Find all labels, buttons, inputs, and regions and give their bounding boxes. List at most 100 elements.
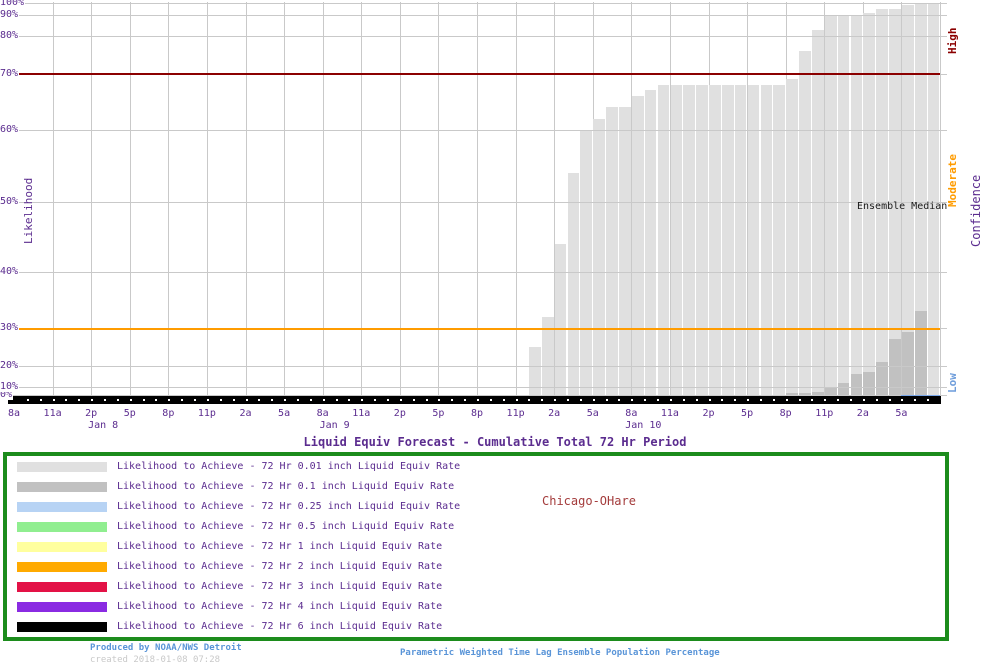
- footer-produced-by: Produced by NOAA/NWS Detroit: [90, 643, 242, 653]
- axis-hour-tick: [605, 399, 608, 401]
- bar-dark: [914, 311, 927, 396]
- bar-light: [593, 118, 605, 396]
- x-date-label: Jan 9: [319, 420, 350, 431]
- axis-hour-tick: [785, 399, 788, 401]
- vertical-gridline: [747, 2, 749, 396]
- legend-swatch: [17, 482, 107, 492]
- x-tick-label: 11a: [43, 408, 62, 419]
- axis-hour-tick: [875, 399, 878, 401]
- vertical-gridline: [592, 2, 594, 396]
- x-tick-label: 2p: [393, 408, 406, 419]
- y-tick-label: 70%: [0, 67, 20, 79]
- chart-title: Liquid Equiv Forecast - Cumulative Total…: [303, 435, 687, 449]
- axis-hour-tick: [129, 399, 132, 401]
- x-tick-label: 8a: [7, 408, 21, 419]
- axis-hour-tick: [155, 399, 158, 401]
- bar-light: [786, 79, 798, 396]
- vertical-gridline: [322, 2, 324, 396]
- reference-line: [10, 327, 940, 330]
- legend-item-label: Likelihood to Achieve - 72 Hr 3 inch Liq…: [117, 581, 443, 592]
- axis-hour-tick: [592, 399, 595, 401]
- axis-hour-tick: [26, 399, 29, 401]
- bar-light: [799, 51, 811, 396]
- legend-item-label: Likelihood to Achieve - 72 Hr 1 inch Liq…: [117, 541, 443, 552]
- axis-hour-tick: [734, 399, 737, 401]
- legend-swatch: [17, 502, 107, 512]
- axis-hour-tick: [554, 399, 557, 401]
- axis-hour-tick: [644, 399, 647, 401]
- bar-light: [631, 96, 644, 396]
- legend-item-label: Likelihood to Achieve - 72 Hr 0.1 inch L…: [117, 481, 455, 492]
- x-tick-label: 2p: [702, 408, 715, 419]
- bar-light: [606, 107, 618, 396]
- vertical-gridline: [785, 2, 787, 396]
- x-tick-label: 2a: [239, 408, 252, 419]
- axis-hour-tick: [271, 399, 274, 401]
- axis-hour-tick: [451, 399, 454, 401]
- bar-dark: [811, 392, 824, 396]
- ensemble-median-annotation: Ensemble Median: [857, 201, 948, 212]
- axis-hour-tick: [65, 399, 68, 401]
- axis-hour-tick: [695, 399, 698, 401]
- axis-hour-tick: [824, 399, 827, 401]
- bar-light: [811, 29, 824, 396]
- axis-hour-tick: [52, 399, 55, 401]
- x-tick-label: 5p: [123, 408, 136, 419]
- axis-hour-tick: [798, 399, 801, 401]
- likelihood-plot: 0% 10% 20% 30% 40% 50% 60% 70% 80% 90% 100% 8a 11a 2p…: [0, 0, 947, 431]
- bar-dark: [889, 339, 901, 396]
- y-tick-label: 60%: [0, 124, 20, 135]
- x-date-label: Jan 10: [625, 420, 662, 431]
- legend-item-label: Likelihood to Achieve - 72 Hr 6 inch Liq…: [117, 621, 443, 632]
- vertical-gridline: [477, 2, 478, 396]
- footer-created-timestamp: created 2018-01-08 07:28: [90, 655, 221, 665]
- horizontal-gridline: [10, 15, 947, 16]
- bar-light: [850, 15, 863, 396]
- legend-item-label: Likelihood to Achieve - 72 Hr 0.25 inch …: [117, 501, 461, 512]
- axis-hour-tick: [335, 399, 338, 401]
- axis-hour-tick: [425, 399, 428, 401]
- axis-hour-tick: [759, 399, 762, 401]
- horizontal-gridline: [10, 366, 947, 367]
- confidence-moderate-label: Moderate: [946, 154, 959, 207]
- x-tick-label: 5a: [586, 408, 599, 419]
- bar-dark: [824, 387, 837, 396]
- bar-light: [657, 84, 670, 396]
- bar-light: [902, 4, 914, 396]
- axis-hour-tick: [104, 399, 107, 401]
- axis-hour-tick: [194, 399, 197, 401]
- x-tick-label: 5p: [741, 408, 754, 419]
- axis-hour-tick: [567, 399, 570, 401]
- axis-hour-tick: [515, 399, 518, 401]
- plot-right-border: [940, 2, 941, 404]
- axis-hour-tick: [862, 399, 865, 401]
- x-tick-label: 11a: [660, 408, 679, 419]
- vertical-gridline: [129, 2, 131, 396]
- legend-swatch: [17, 582, 107, 592]
- y-tick-label: 40%: [0, 266, 20, 277]
- axis-hour-tick: [682, 399, 685, 401]
- y-tick-label: 80%: [0, 30, 20, 41]
- bar-dark: [850, 374, 863, 396]
- horizontal-gridline: [10, 394, 947, 396]
- x-tick-label: 5a: [895, 408, 908, 419]
- bar-light: [529, 347, 541, 396]
- bar-light: [670, 84, 683, 396]
- legend-swatch: [17, 542, 107, 552]
- bar-light: [863, 12, 876, 396]
- axis-hour-tick: [296, 399, 299, 401]
- axis-hour-tick: [811, 399, 814, 401]
- axis-hour-tick: [927, 399, 930, 401]
- y-tick-label: 20%: [0, 360, 20, 371]
- vertical-gridline: [52, 2, 54, 396]
- axis-hour-tick: [888, 399, 891, 401]
- axis-hour-tick: [837, 399, 840, 401]
- bar-dark: [876, 362, 888, 396]
- horizontal-gridline: [10, 387, 947, 388]
- line-series-blue: [901, 394, 940, 397]
- bar-light: [554, 243, 567, 396]
- axis-hour-tick: [374, 399, 377, 401]
- vertical-gridline: [824, 2, 826, 396]
- y-tick-label: 0%: [0, 388, 14, 400]
